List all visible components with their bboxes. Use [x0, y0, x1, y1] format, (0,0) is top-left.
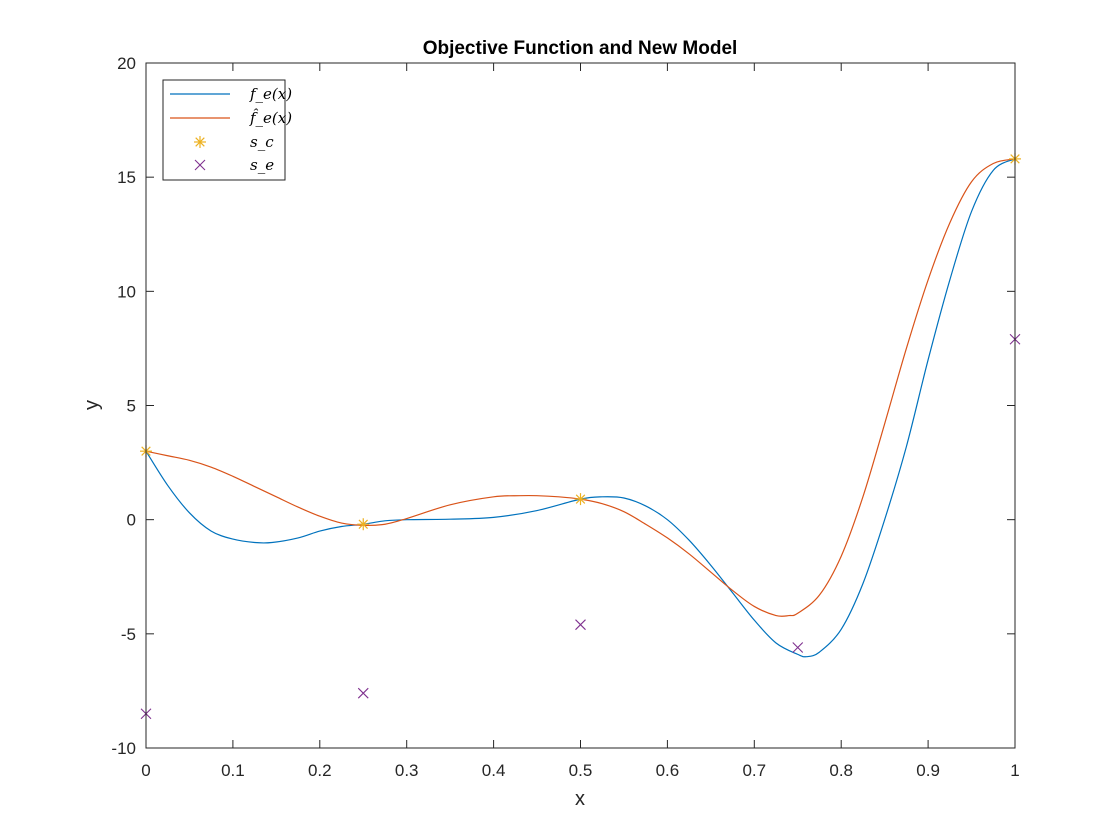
- chart-title: Objective Function and New Model: [423, 38, 738, 59]
- series-line-1: [145, 158, 1016, 617]
- x-tick-label: 0: [141, 761, 150, 780]
- series-line-0: [145, 158, 1016, 658]
- y-tick-label: 20: [117, 54, 136, 73]
- legend-marker-sc: [194, 136, 206, 148]
- x-axis-label: x: [575, 788, 585, 810]
- x-tick-label: 0.5: [569, 761, 593, 780]
- y-tick-label: 0: [127, 511, 136, 530]
- x-tick-label: 0.2: [308, 761, 332, 780]
- x-tick-label: 0.4: [482, 761, 506, 780]
- legend-asterisk: [194, 136, 206, 148]
- y-tick-label: 15: [117, 168, 136, 187]
- x-tick-label: 1: [1010, 761, 1019, 780]
- legend-cross: [194, 159, 206, 171]
- legend-label-se: s_e: [250, 156, 274, 174]
- sc-point: [574, 493, 587, 506]
- x-axis-ticks: 0 0.1 0.2 0.3 0.4 0.5 0.6 0.7 0.8 0.9 1: [141, 63, 1020, 780]
- legend-marker-se: [194, 159, 206, 171]
- x-tick-label: 0.6: [656, 761, 680, 780]
- y-tick-label: 5: [127, 397, 136, 416]
- legend-box: [162, 79, 286, 181]
- legend-label-sc: s_c: [250, 133, 274, 151]
- x-tick-label: 0.9: [916, 761, 940, 780]
- x-tick-label: 0.8: [829, 761, 853, 780]
- legend-label-fe: f_e(x): [249, 85, 292, 103]
- plot-area: [146, 63, 1015, 748]
- x-tick-label: 0.1: [221, 761, 245, 780]
- se-point: [792, 642, 804, 653]
- y-axis-ticks: -10 -5 0 5 10 15 20: [111, 54, 1015, 758]
- y-axis-label: y: [81, 400, 103, 410]
- plot-series-group: [140, 152, 1021, 720]
- sc-point: [357, 518, 370, 531]
- se-point: [357, 687, 369, 699]
- y-tick-label: 10: [117, 282, 136, 301]
- y-tick-label: -10: [111, 739, 136, 758]
- legend: f_e(x) f̂_e(x) s_c s_e: [162, 79, 292, 181]
- x-tick-label: 0.7: [742, 761, 766, 780]
- x-tick-label: 0.3: [395, 761, 419, 780]
- y-tick-label: -5: [121, 625, 136, 644]
- legend-label-fhat: f̂_e(x): [249, 109, 292, 127]
- se-point: [575, 619, 586, 631]
